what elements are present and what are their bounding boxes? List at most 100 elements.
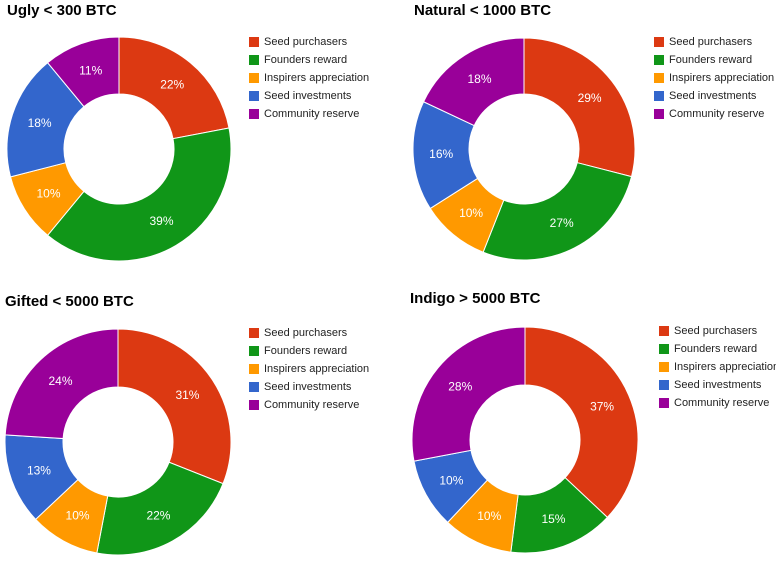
legend-item-seed-purchasers[interactable]: Seed purchasers [654,36,776,49]
legend-item-inspirers-appreciation[interactable]: Inspirers appreciation [249,363,377,376]
legend-swatch [654,109,664,119]
slice-label-founders-reward: 27% [550,216,574,230]
legend-label: Seed purchasers [674,325,758,337]
legend-swatch [659,326,669,336]
slice-label-founders-reward: 15% [541,512,565,526]
legend-item-community-reserve[interactable]: Community reserve [654,108,776,121]
chart-title: Natural < 1000 BTC [414,2,552,19]
legend-item-seed-investments[interactable]: Seed investments [249,90,377,103]
legend-swatch [659,344,669,354]
legend-label: Founders reward [264,54,348,66]
legend-swatch [249,91,259,101]
slice-label-seed-investments: 16% [429,147,453,161]
slice-label-seed-purchasers: 29% [578,91,602,105]
legend-swatch [249,382,259,392]
donut-slice-community-reserve[interactable] [411,326,526,462]
legend-item-seed-investments[interactable]: Seed investments [659,379,776,392]
legend: Seed purchasers Founders reward Inspirer… [249,327,377,417]
slice-label-seed-purchasers: 31% [175,388,199,402]
legend-item-community-reserve[interactable]: Community reserve [249,399,377,412]
slice-label-founders-reward: 39% [149,214,173,228]
donut-chart-gifted: 31% 22% 10% 13% 24% [4,328,232,556]
slice-label-inspirers-appreciation: 10% [66,509,90,523]
legend-label: Inspirers appreciation [264,363,370,375]
legend-label: Seed purchasers [264,327,348,339]
legend: Seed purchasers Founders reward Inspirer… [249,36,377,126]
slice-label-seed-purchasers: 22% [160,78,184,92]
donut-slice-community-reserve[interactable] [422,37,525,127]
slice-label-inspirers-appreciation: 10% [477,509,501,523]
donut-slice-founders-reward[interactable] [482,162,633,261]
legend-item-founders-reward[interactable]: Founders reward [249,54,377,67]
legend-item-community-reserve[interactable]: Community reserve [249,108,377,121]
legend-label: Community reserve [264,108,360,120]
slice-label-inspirers-appreciation: 10% [36,187,60,201]
legend-swatch [249,328,259,338]
legend-item-inspirers-appreciation[interactable]: Inspirers appreciation [249,72,377,85]
legend-label: Founders reward [264,345,348,357]
legend-swatch [249,109,259,119]
legend-label: Seed investments [669,90,757,102]
legend-swatch [249,73,259,83]
legend-swatch [654,37,664,47]
donut-slice-seed-purchasers[interactable] [117,328,232,485]
slice-label-community-reserve: 11% [79,63,102,77]
donut-slice-community-reserve[interactable] [46,36,120,108]
legend-label: Seed investments [674,379,762,391]
legend-swatch [654,55,664,65]
chart-title: Gifted < 5000 BTC [5,293,134,310]
legend-label: Founders reward [669,54,753,66]
legend-item-seed-purchasers[interactable]: Seed purchasers [249,36,377,49]
legend-item-community-reserve[interactable]: Community reserve [659,397,776,410]
legend-swatch [249,55,259,65]
legend-swatch [249,400,259,410]
legend-label: Seed investments [264,381,352,393]
slice-label-seed-investments: 13% [27,463,51,477]
legend: Seed purchasers Founders reward Inspirer… [659,325,776,415]
legend-swatch [249,364,259,374]
legend-swatch [249,37,259,47]
legend-label: Community reserve [264,399,360,411]
slice-label-seed-purchasers: 37% [590,400,614,414]
legend-item-founders-reward[interactable]: Founders reward [249,345,377,358]
legend-label: Seed purchasers [264,36,348,48]
legend-label: Inspirers appreciation [264,72,370,84]
legend-label: Inspirers appreciation [669,72,775,84]
chart-title: Ugly < 300 BTC [7,2,117,19]
legend-item-seed-investments[interactable]: Seed investments [654,90,776,103]
legend-label: Community reserve [674,397,770,409]
legend-item-founders-reward[interactable]: Founders reward [654,54,776,67]
donut-slice-founders-reward[interactable] [46,127,232,262]
donut-slice-seed-purchasers[interactable] [523,37,636,178]
donut-slice-community-reserve[interactable] [4,328,119,440]
legend-label: Inspirers appreciation [674,361,776,373]
legend-item-seed-investments[interactable]: Seed investments [249,381,377,394]
donut-chart-indigo: 37% 15% 10% 10% 28% [411,326,639,554]
legend: Seed purchasers Founders reward Inspirer… [654,36,776,126]
legend-item-inspirers-appreciation[interactable]: Inspirers appreciation [659,361,776,374]
legend-swatch [659,380,669,390]
legend-swatch [659,362,669,372]
legend-item-seed-purchasers[interactable]: Seed purchasers [249,327,377,340]
slice-label-seed-investments: 10% [439,473,463,487]
legend-label: Founders reward [674,343,758,355]
legend-item-founders-reward[interactable]: Founders reward [659,343,776,356]
donut-slice-seed-purchasers[interactable] [118,36,230,140]
slice-label-community-reserve: 24% [48,374,72,388]
donut-slice-seed-purchasers[interactable] [524,326,639,519]
donut-chart-ugly: 22% 39% 10% 18% 11% [6,36,232,262]
legend-swatch [654,91,664,101]
legend-label: Seed investments [264,90,352,102]
donut-slice-founders-reward[interactable] [96,461,224,556]
legend-item-seed-purchasers[interactable]: Seed purchasers [659,325,776,338]
legend-swatch [654,73,664,83]
legend-label: Seed purchasers [669,36,753,48]
slice-label-founders-reward: 22% [146,509,170,523]
legend-item-inspirers-appreciation[interactable]: Inspirers appreciation [654,72,776,85]
legend-swatch [249,346,259,356]
legend-swatch [659,398,669,408]
legend-label: Community reserve [669,108,765,120]
slice-label-inspirers-appreciation: 10% [459,206,483,220]
slice-label-community-reserve: 18% [468,72,492,86]
slice-label-seed-investments: 18% [28,116,52,130]
